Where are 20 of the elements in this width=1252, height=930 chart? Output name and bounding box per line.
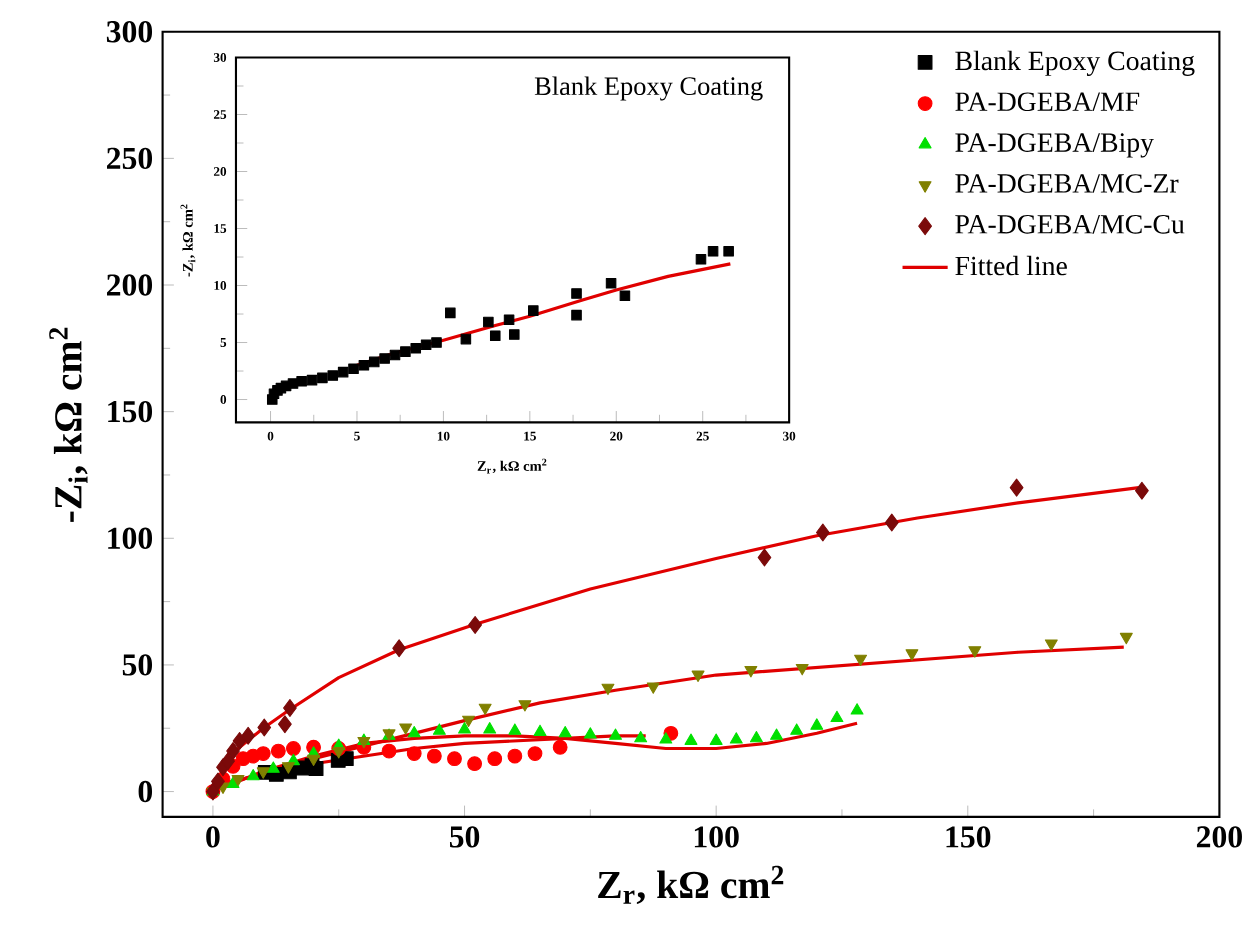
x-axis-title: Z$_{r}$, kΩ cm$^{2}$ bbox=[598, 865, 784, 905]
text: Blank Epoxy Coating bbox=[534, 76, 763, 101]
y-tick-label: 150 bbox=[108, 400, 153, 423]
x-tick-label: 50 bbox=[449, 826, 480, 848]
y-tick-label: 100 bbox=[108, 527, 153, 549]
x-tick-label: 200 bbox=[1196, 826, 1242, 848]
legend-label: Blank Epoxy Coating bbox=[955, 50, 1195, 76]
y-tick-label: 200 bbox=[107, 274, 153, 296]
legend-label: PA-DGEBA/MC-Zr bbox=[955, 174, 1179, 193]
x-tick-label: 100 bbox=[694, 826, 739, 848]
legend-label: PA-DGEBA/Bipy bbox=[955, 133, 1154, 158]
y-axis-title: -Z$_{i}$, kΩ cm$^{2}$ bbox=[49, 327, 88, 522]
legend-label: Fitted line bbox=[955, 255, 1067, 276]
y-tick-label: 0 bbox=[138, 780, 153, 803]
y-tick-label: 300 bbox=[106, 21, 153, 43]
legend-label: PA-DGEBA/MF bbox=[955, 92, 1140, 112]
x-tick-label: 150 bbox=[946, 826, 991, 848]
legend-label: PA-DGEBA/MC-Cu bbox=[955, 215, 1185, 234]
y-tick-label: 250 bbox=[107, 147, 153, 170]
y-tick-label: 50 bbox=[122, 654, 153, 676]
